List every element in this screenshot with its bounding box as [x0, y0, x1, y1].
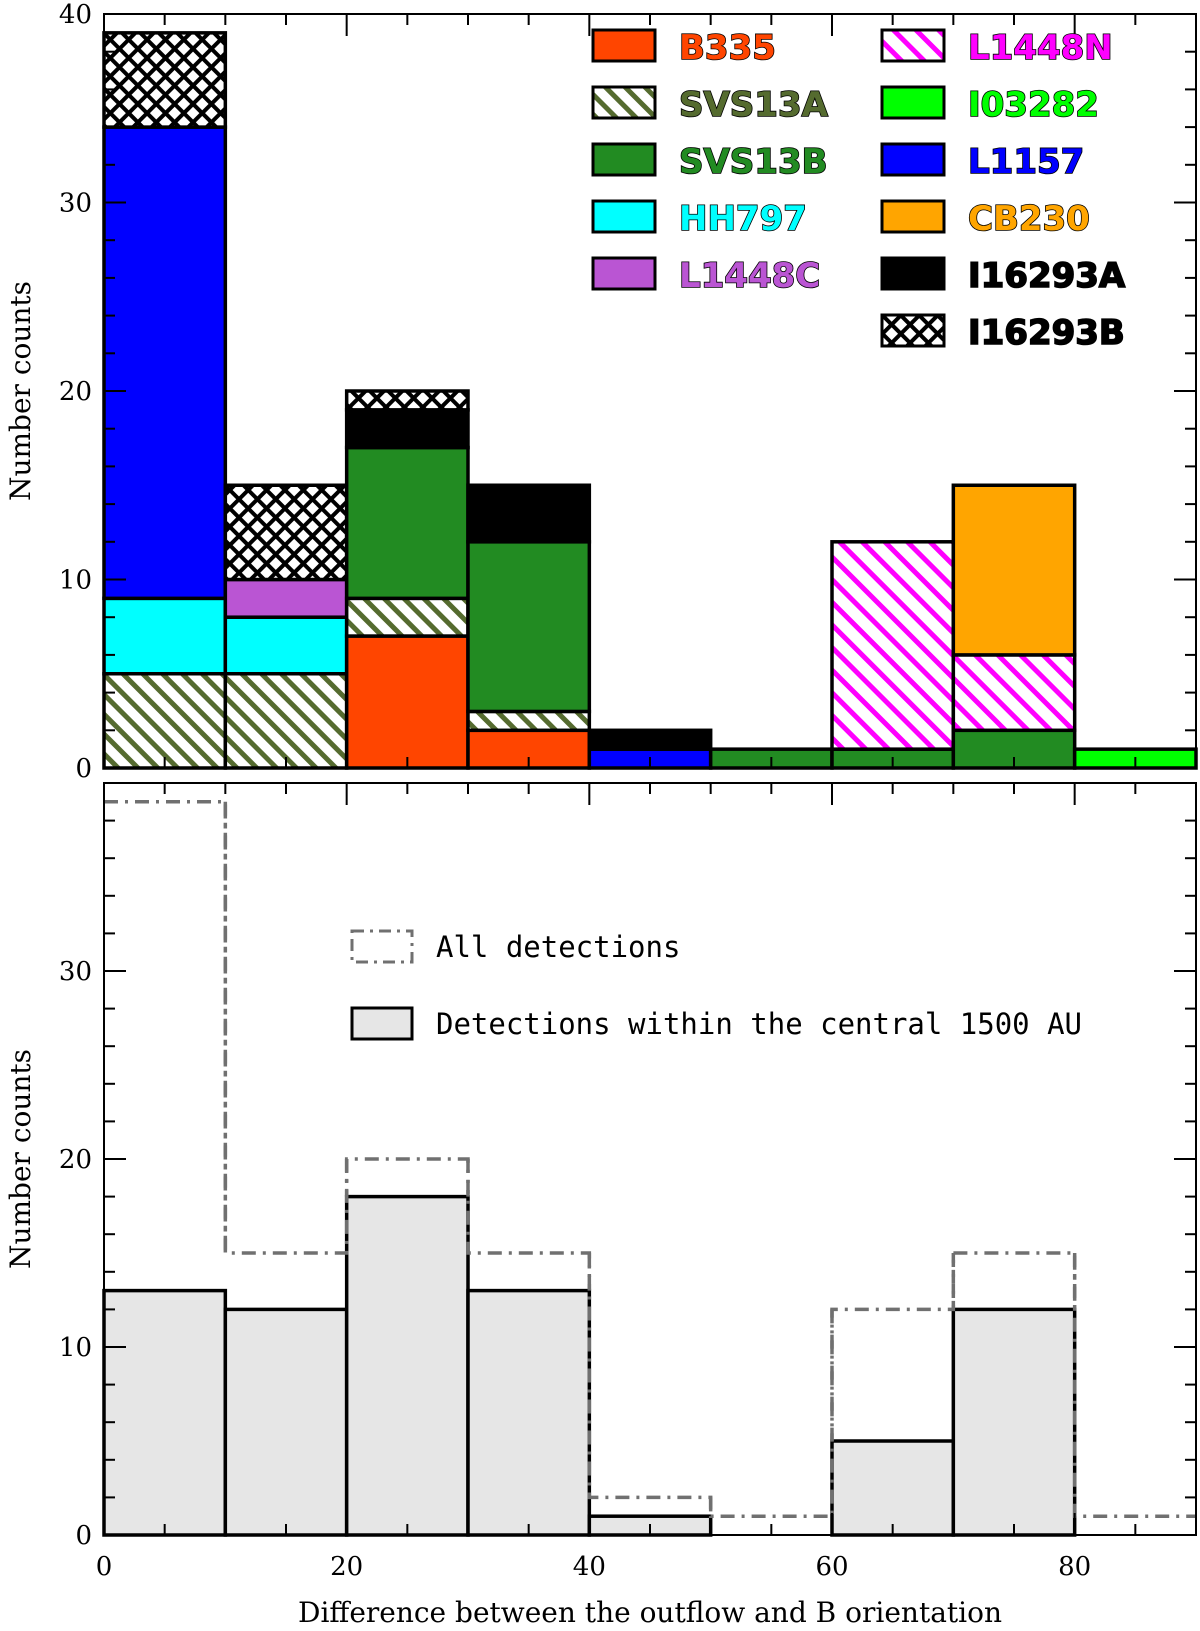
bar-svs13a-bin-0-10	[102, 672, 228, 770]
y-tick-label: 20	[59, 377, 92, 407]
x-tick-label: 20	[330, 1552, 363, 1582]
x-tick-label: 60	[815, 1552, 848, 1582]
bar-i16293a-bin-30-40	[466, 483, 592, 544]
bar-central-1500au-bin-0-10	[102, 1288, 228, 1537]
all-detections-outline	[104, 800, 1196, 1518]
y-tick-label: 20	[59, 1145, 92, 1175]
bottom-legend: All detections Detections within the cent…	[350, 929, 1082, 1041]
legend-swatch-i03282	[880, 85, 946, 120]
bar-central-1500au-bin-70-80	[951, 1307, 1077, 1537]
bar-i16293a-bin-40-50	[587, 728, 713, 751]
legend-swatch-cb230	[880, 199, 946, 234]
bar-i16293b-bin-20-30	[344, 389, 470, 412]
legend-swatch-i16293a	[880, 256, 946, 291]
legend-label-cb230: CB230	[968, 199, 1090, 239]
bar-b335-bin-20-30	[344, 634, 470, 770]
x-tick-label: 0	[96, 1552, 113, 1582]
legend-swatch-hh797	[591, 199, 657, 234]
x-tick-label: 40	[573, 1552, 606, 1582]
top-legend: B335 SVS13A SVS13B HH797 L1448C L1448N I03282 L…	[591, 27, 1127, 354]
legend-label-svs13a: SVS13A	[679, 85, 829, 125]
legend-swatch-central-1500au	[350, 1006, 414, 1041]
y-axis-title: Number counts	[4, 281, 37, 501]
legend-label-l1448c: L1448C	[679, 256, 820, 296]
bar-svs13a-bin-10-20	[223, 672, 349, 770]
y-tick-label: 30	[59, 957, 92, 987]
top-stacked-bars	[102, 31, 1198, 770]
bar-i16293a-bin-20-30	[344, 408, 470, 450]
legend-swatch-l1448n	[880, 28, 946, 63]
bar-l1448n-bin-60-70	[830, 540, 956, 751]
legend-swatch-b335	[591, 28, 657, 63]
y-tick-label: 30	[59, 189, 92, 219]
bar-svs13b-bin-20-30	[344, 445, 470, 601]
legend-label-svs13b: SVS13B	[679, 142, 828, 182]
bar-hh797-bin-0-10	[102, 596, 228, 676]
bar-l1157-bin-0-10	[102, 125, 228, 601]
bar-svs13a-bin-20-30	[344, 596, 470, 638]
legend-swatch-l1448c	[591, 256, 657, 291]
bar-central-1500au-bin-60-70	[830, 1439, 956, 1537]
y-tick-label: 40	[59, 0, 92, 30]
legend-label-i16293a: I16293A	[968, 256, 1126, 296]
bar-l1448n-bin-70-80	[951, 653, 1077, 733]
y-axis-title: Number counts	[4, 1049, 37, 1269]
top-axes: 0 10 20 30 40 Number counts	[4, 0, 1197, 784]
legend-swatch-l1157	[880, 142, 946, 177]
legend-label-central-1500au: Detections within the central 1500 AU	[436, 1007, 1082, 1041]
bar-central-1500au-bin-10-20	[223, 1307, 349, 1537]
bottom-axes: 0 10 20 30 0 20 40 60 80 Number counts Difference …	[4, 782, 1197, 1629]
legend-label-b335: B335	[679, 28, 776, 68]
bar-central-1500au-bin-30-40	[466, 1288, 592, 1537]
bar-i16293b-bin-0-10	[102, 31, 228, 129]
bottom-histogram	[102, 800, 1196, 1537]
bar-central-1500au-bin-20-30	[344, 1194, 470, 1537]
legend-swatch-svs13a	[591, 85, 657, 120]
legend-swatch-svs13b	[591, 142, 657, 177]
bar-hh797-bin-10-20	[223, 615, 349, 676]
bar-i16293b-bin-10-20	[223, 483, 349, 582]
legend-label-all-detections: All detections	[436, 930, 680, 964]
x-axis-title: Difference between the outflow and B ori…	[298, 1596, 1002, 1629]
bar-svs13b-bin-30-40	[466, 540, 592, 714]
legend-label-i16293b: I16293B	[968, 313, 1125, 353]
legend-swatch-i16293b	[880, 313, 946, 348]
legend-label-hh797: HH797	[679, 199, 807, 239]
y-tick-label: 10	[59, 566, 92, 596]
bar-svs13a-bin-30-40	[466, 709, 592, 733]
legend-label-l1448n: L1448N	[968, 28, 1113, 68]
y-tick-label: 10	[59, 1333, 92, 1363]
bar-l1448c-bin-10-20	[223, 577, 349, 619]
y-tick-label: 0	[75, 754, 92, 784]
legend-swatch-all-detections	[350, 929, 414, 964]
bar-cb230-bin-70-80	[951, 483, 1077, 657]
x-tick-label: 80	[1058, 1552, 1091, 1582]
y-tick-label: 0	[75, 1521, 92, 1551]
legend-label-i03282: I03282	[968, 85, 1099, 125]
legend-label-l1157: L1157	[968, 142, 1084, 182]
